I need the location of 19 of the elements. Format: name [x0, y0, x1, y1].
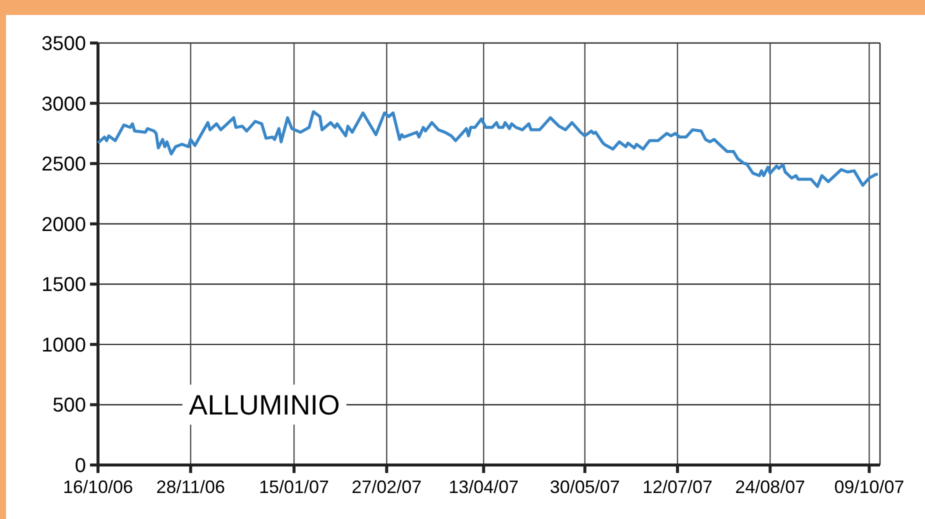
y-tick-label: 2000 [42, 214, 86, 236]
x-tick-label: 24/08/07 [735, 477, 806, 497]
x-tick-label: 12/07/07 [642, 477, 713, 497]
annotation: ALLUMINIO [188, 389, 340, 420]
x-tick-label: 30/05/07 [550, 477, 620, 497]
y-tick-label: 1000 [42, 334, 86, 356]
x-tick-label: 28/11/06 [156, 477, 225, 497]
y-tick-label: 500 [52, 394, 86, 417]
y-tick-label: 0 [74, 455, 86, 477]
x-tick-label: 16/10/06 [62, 477, 134, 497]
line-series [96, 110, 880, 188]
y-tick-label: 3500 [42, 33, 86, 55]
x-tick-label: 27/02/07 [352, 477, 422, 497]
x-tick-label: 13/04/07 [448, 477, 519, 497]
x-tick-label: 15/01/07 [259, 477, 330, 497]
y-tick-label: 1500 [42, 274, 86, 296]
y-tick-label: 3000 [42, 93, 86, 116]
x-tick-label: 09/10/07 [834, 477, 904, 497]
y-tick-label: 2500 [42, 154, 86, 176]
